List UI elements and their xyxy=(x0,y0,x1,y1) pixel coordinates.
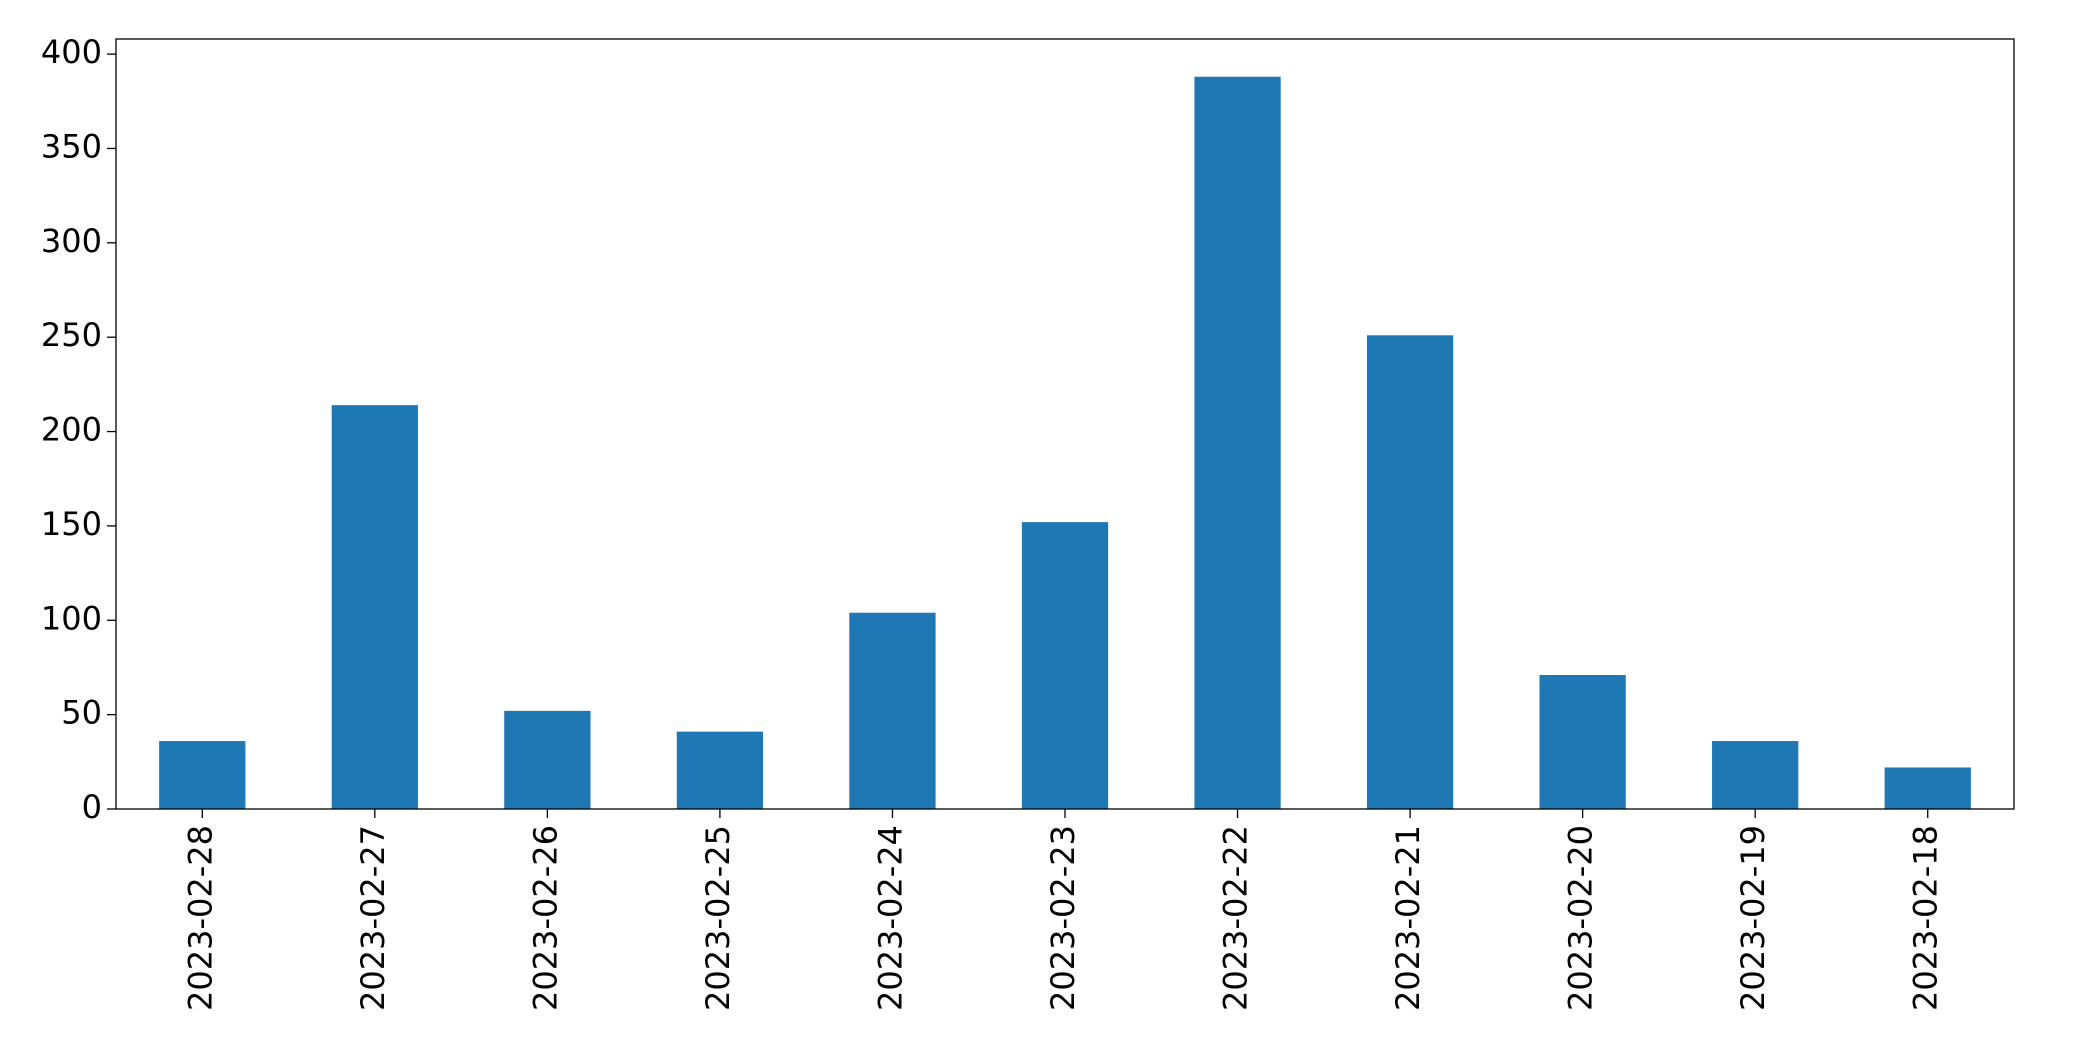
y-tick-label: 100 xyxy=(41,599,102,637)
x-tick-label: 2023-02-26 xyxy=(526,825,564,1011)
x-tick-label: 2023-02-22 xyxy=(1217,825,1255,1011)
y-tick-label: 0 xyxy=(82,788,102,826)
y-tick-label: 200 xyxy=(41,411,102,449)
x-tick-label: 2023-02-21 xyxy=(1389,825,1427,1011)
bar xyxy=(849,612,936,809)
bar xyxy=(1021,522,1109,809)
bar xyxy=(1366,335,1454,809)
plot-frame xyxy=(115,38,2015,810)
bar xyxy=(676,731,764,809)
bar xyxy=(504,710,591,809)
bar xyxy=(159,741,246,809)
bar xyxy=(1539,675,1626,809)
bar xyxy=(1712,741,1799,809)
x-tick-label: 2023-02-24 xyxy=(871,825,909,1011)
x-tick-label: 2023-02-25 xyxy=(699,825,737,1011)
x-tick-label: 2023-02-20 xyxy=(1562,825,1600,1011)
bar xyxy=(1884,767,1971,809)
x-tick-label: 2023-02-27 xyxy=(354,825,392,1011)
x-tick-label: 2023-02-19 xyxy=(1734,825,1772,1011)
y-tick-label: 250 xyxy=(41,316,102,354)
y-tick-label: 300 xyxy=(41,222,102,260)
y-tick-label: 400 xyxy=(41,33,102,71)
bar xyxy=(331,405,418,809)
y-tick-label: 50 xyxy=(61,694,102,732)
y-tick-label: 150 xyxy=(41,505,102,543)
bar xyxy=(1194,76,1281,809)
x-tick-label: 2023-02-18 xyxy=(1907,825,1945,1011)
x-tick-label: 2023-02-28 xyxy=(181,825,219,1011)
y-tick-label: 350 xyxy=(41,127,102,165)
x-tick-label: 2023-02-23 xyxy=(1044,825,1082,1011)
